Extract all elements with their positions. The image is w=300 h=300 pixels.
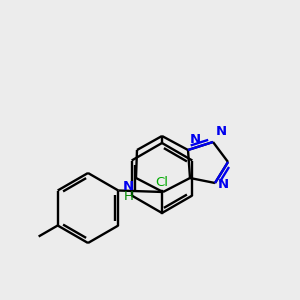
Text: Cl: Cl: [155, 176, 169, 189]
Text: N: N: [190, 133, 201, 146]
Text: H: H: [124, 190, 134, 203]
Text: N: N: [216, 125, 227, 138]
Text: N: N: [123, 180, 134, 193]
Text: N: N: [218, 178, 229, 190]
